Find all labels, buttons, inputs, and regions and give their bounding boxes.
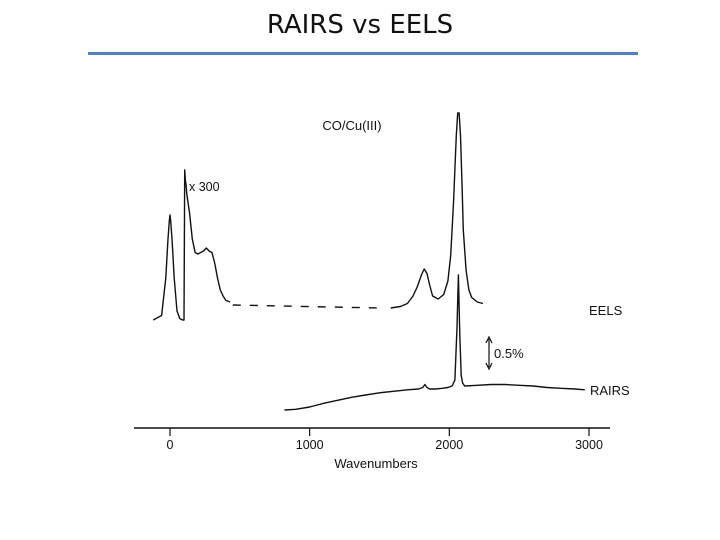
- eels-series-segment-0: [152, 169, 231, 321]
- x-tick-label-1000: 1000: [296, 438, 324, 452]
- x-tick-label-3000: 3000: [575, 438, 603, 452]
- scale-bar-arrow-down: [485, 362, 493, 371]
- scale-factor-label: x 300: [189, 180, 220, 194]
- scale-bar: [485, 335, 493, 371]
- x-axis-label: Wavenumbers: [334, 456, 418, 471]
- x-ticks: 0 1000 2000 3000: [167, 428, 603, 452]
- slide-title: RAIRS vs EELS: [266, 10, 454, 40]
- scale-bar-label: 0.5%: [494, 346, 524, 361]
- eels-series-segment-1: [232, 304, 380, 309]
- chart-title: CO/Cu(III): [322, 118, 381, 133]
- rairs-label: RAIRS: [590, 383, 630, 398]
- title-rule: [88, 52, 638, 55]
- x-tick-label-0: 0: [167, 438, 174, 452]
- eels-series-segment-2: [390, 112, 484, 309]
- scale-bar-arrow-up: [485, 335, 493, 344]
- x-tick-label-2000: 2000: [435, 438, 463, 452]
- rairs-series-segment-0: [284, 274, 585, 411]
- eels-label: EELS: [589, 303, 623, 318]
- series-layer: [152, 112, 585, 411]
